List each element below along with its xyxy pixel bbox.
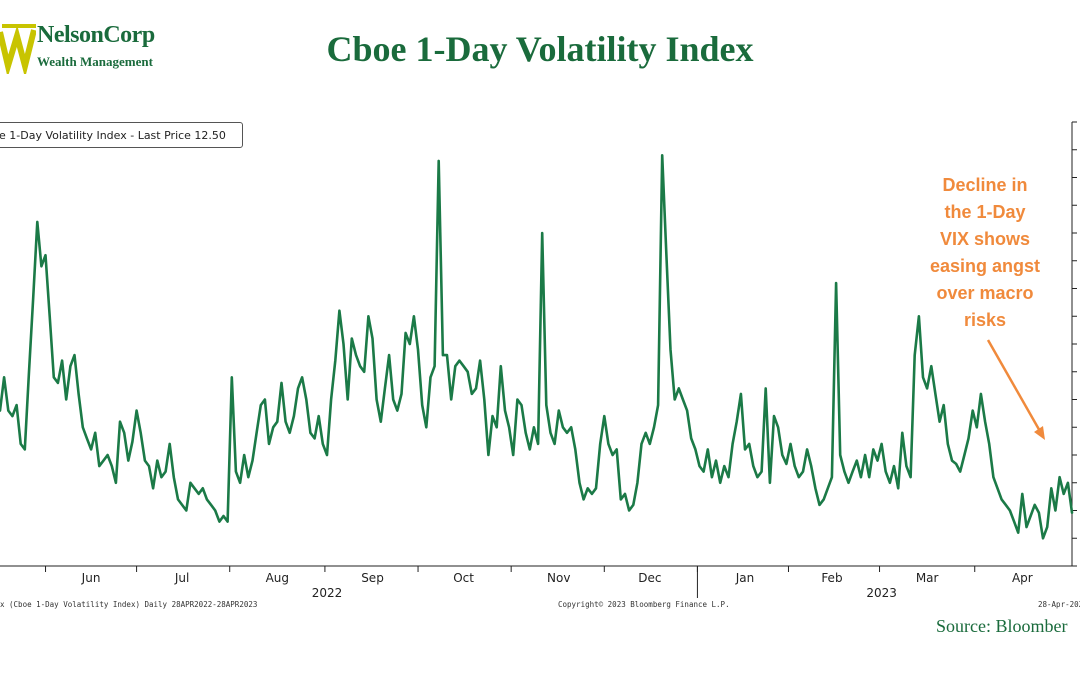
annotation-text: Decline in the 1-Day VIX shows easing an… — [915, 172, 1055, 334]
x-tick-label: Jun — [81, 571, 101, 585]
axes — [0, 121, 1077, 598]
annotation-line: risks — [963, 310, 1007, 330]
year-label: 2022 — [312, 586, 343, 600]
logo-name: NelsonCorp — [37, 22, 155, 48]
footer-copyright: Copyright© 2023 Bloomberg Finance L.P. — [558, 600, 730, 609]
annotation-line: Decline in — [942, 175, 1028, 195]
chart-title: Cboe 1-Day Volatility Index — [326, 29, 754, 69]
x-tick-label: Mar — [916, 571, 939, 585]
series-group — [0, 154, 1074, 540]
annotation-arrow — [986, 339, 1043, 434]
annotation-line: over macro — [936, 283, 1034, 303]
x-tick-label: Feb — [821, 571, 842, 585]
footer-ticker-info: x (Cboe 1-Day Volatility Index) Daily 28… — [0, 600, 258, 609]
x-tick-label: Jan — [735, 571, 755, 585]
x-tick-label: Apr — [1012, 571, 1033, 585]
nelsoncorp-logo: NelsonCorp Wealth Management — [0, 22, 180, 78]
annotation-arrowhead — [1034, 426, 1045, 440]
x-tick-label: Aug — [266, 571, 289, 585]
source-note: Source: Bloomber — [936, 616, 1068, 636]
x-tick-label: Oct — [453, 571, 474, 585]
x-tick-label: Sep — [361, 571, 384, 585]
legend-box: e 1-Day Volatility Index - Last Price 12… — [0, 122, 243, 148]
year-label: 2023 — [866, 586, 897, 600]
annotation-line: easing angst — [929, 256, 1041, 276]
x-tick-label: Jul — [174, 571, 189, 585]
logo-subtitle: Wealth Management — [37, 54, 153, 69]
axis-labels: Jun Jul Aug Sep Oct Nov Dec Jan Feb Mar Apr 2022 202… — [81, 339, 1045, 600]
series-line — [0, 154, 1074, 540]
annotation-line: the 1-Day — [944, 202, 1026, 222]
x-tick-label: Nov — [547, 571, 570, 585]
logo-mark-icon — [0, 24, 36, 74]
footer-date: 28-Apr-202 — [1038, 600, 1080, 609]
annotation-line: VIX shows — [939, 229, 1031, 249]
x-tick-label: Dec — [638, 571, 661, 585]
